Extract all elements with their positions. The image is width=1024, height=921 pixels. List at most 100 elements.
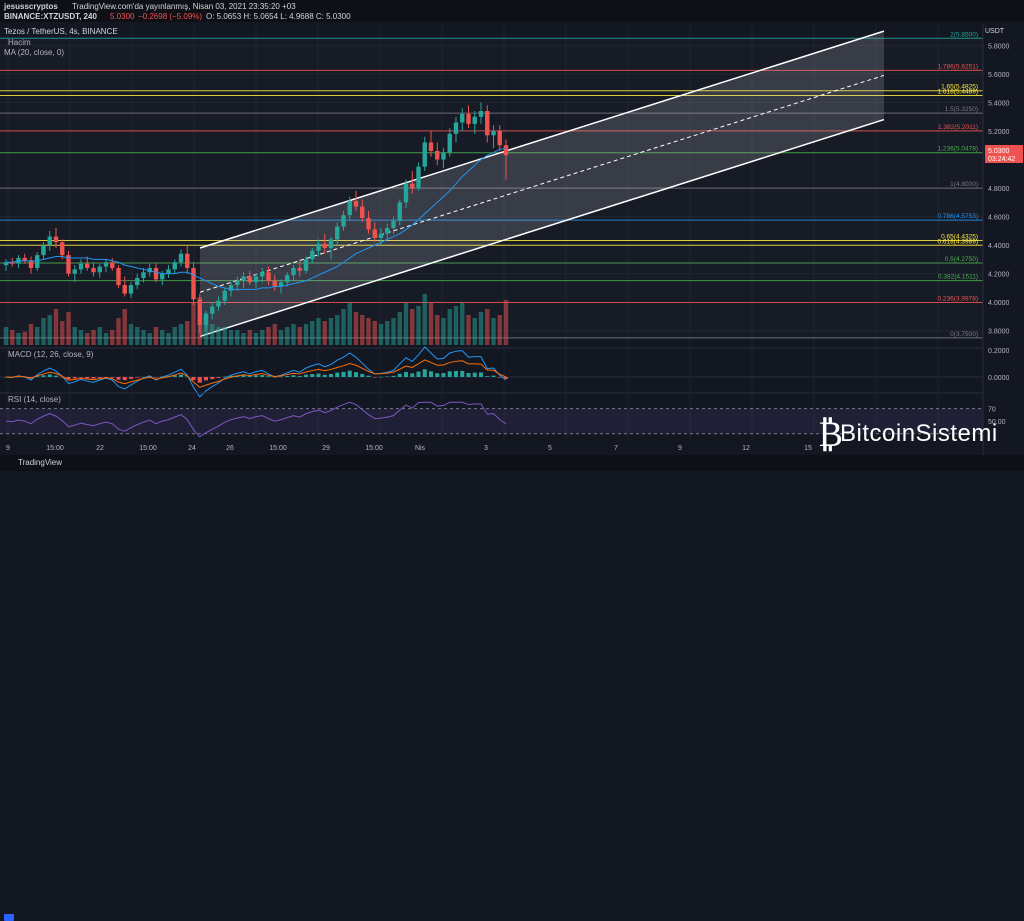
macd-histogram-bar: [322, 374, 327, 377]
macd-histogram-bar: [172, 375, 177, 377]
fib-level-label: 0.65(4.4325): [941, 233, 978, 240]
volume-bar: [335, 315, 340, 345]
macd-histogram-bar: [316, 373, 321, 377]
candle-body: [422, 142, 427, 167]
macd-histogram-bar: [260, 375, 265, 377]
volume-bar: [347, 303, 352, 345]
macd-tick-label: 0.0000: [988, 375, 1010, 382]
volume-bar: [291, 324, 296, 345]
volume-bar: [403, 303, 409, 345]
macd-histogram-bar: [479, 372, 483, 377]
candle-body: [328, 239, 334, 248]
candle-body: [160, 273, 165, 280]
macd-histogram-bar: [497, 377, 502, 378]
volume-bar: [128, 324, 134, 345]
volume-bar: [97, 327, 102, 345]
watermark-bitcoinsistemi: ₿: [812, 410, 1024, 458]
volume-bar: [235, 330, 240, 345]
candle-body: [291, 267, 296, 276]
ma-line: [6, 147, 507, 290]
volume-bar: [191, 303, 196, 345]
rsi-line: [5, 401, 507, 438]
fib-level-label: 0.236(3.9978): [938, 296, 978, 303]
candle-body: [403, 183, 409, 203]
macd-line: [5, 346, 507, 398]
candle-body: [185, 253, 190, 268]
volume-bar: [53, 309, 59, 345]
author-name[interactable]: jesusscryptos: [4, 2, 58, 11]
svg-text:₿: ₿: [818, 414, 843, 452]
volume-bar: [3, 327, 9, 345]
volume-bar: [460, 303, 465, 345]
candle-body: [216, 300, 221, 307]
candle-body: [28, 260, 34, 268]
ohlc-values: O: 5.0653 H: 5.0654 L: 4.9688 C: 5.0300: [206, 12, 351, 21]
watermark-text: BitcoinSistemi: [840, 420, 998, 447]
candle-body: [97, 266, 102, 273]
volume-bar: [253, 333, 259, 345]
macd-histogram-bar: [372, 377, 377, 378]
volume-bar: [410, 309, 415, 345]
candle-body: [435, 150, 440, 160]
volume-bar: [416, 306, 421, 345]
y-tick-label: 5.8000: [988, 43, 1010, 50]
candle-body: [441, 152, 446, 160]
candle-body: [335, 226, 340, 240]
candle-body: [303, 259, 309, 271]
volume-bar: [503, 300, 509, 345]
macd-histogram-bar: [429, 371, 433, 377]
y-tick-label: 4.8000: [988, 186, 1010, 193]
macd-histogram-bar: [310, 374, 315, 377]
candle-body: [10, 262, 15, 264]
candle-body: [191, 267, 196, 300]
price-chart[interactable]: 2(5.8500) 1.786(5.6251) 1.65(5.4825)1.618(…: [0, 0, 1024, 455]
x-tick-label: 15:00: [46, 445, 64, 452]
candle-body: [103, 262, 109, 267]
rsi-pane: [0, 392, 983, 438]
volume-bar: [353, 312, 359, 345]
candle-body: [53, 236, 59, 243]
volume-bar: [28, 324, 34, 345]
candle-body: [416, 166, 421, 189]
candle-body: [460, 113, 465, 123]
volume-bar: [453, 306, 459, 345]
macd-histogram-bar: [72, 377, 77, 379]
x-tick-label: 15:00: [269, 445, 287, 452]
macd-histogram-bar: [335, 372, 340, 377]
volume-bar: [16, 333, 21, 345]
volume-bar: [222, 327, 227, 345]
macd-histogram-bar: [366, 375, 371, 377]
macd-histogram-bar: [504, 377, 508, 379]
fib-level-label: 1.65(5.4825): [941, 84, 978, 91]
candle-body: [78, 263, 84, 270]
candle-body: [60, 242, 65, 256]
volume-bar: [485, 309, 490, 345]
macd-histogram-bar: [79, 377, 83, 378]
macd-histogram-bar: [347, 370, 352, 377]
candle-body: [322, 243, 327, 248]
rsi-tick-label: 70: [988, 407, 996, 414]
x-tick-label: Nis: [415, 445, 426, 452]
macd-histogram-bar: [291, 375, 296, 377]
footer-brand[interactable]: TradingView: [18, 458, 63, 467]
fib-level-label: 1.618(5.4489): [938, 88, 978, 95]
x-tick-label: 24: [188, 445, 196, 452]
candle-body: [260, 272, 265, 277]
macd-histogram-bar: [360, 373, 365, 377]
volume-bar: [135, 327, 140, 345]
x-tick-label: 5: [548, 445, 552, 452]
volume-bar: [447, 309, 452, 345]
candle-body: [47, 236, 52, 246]
last-price-tag: [985, 145, 1023, 163]
candlestick-series: [3, 102, 509, 334]
volume-bar: [366, 318, 371, 345]
x-tick-label: 26: [226, 445, 234, 452]
candle-body: [22, 257, 27, 261]
macd-histogram-bar: [447, 371, 452, 377]
candle-body: [3, 262, 9, 266]
symbol-legend: Tezos / TetherUS, 4s, BINANCE: [4, 27, 118, 36]
volume-bar: [322, 321, 327, 345]
currency-label: USDT: [985, 28, 1005, 35]
macd-histogram-bar: [391, 375, 396, 377]
volume-bar: [110, 330, 115, 345]
